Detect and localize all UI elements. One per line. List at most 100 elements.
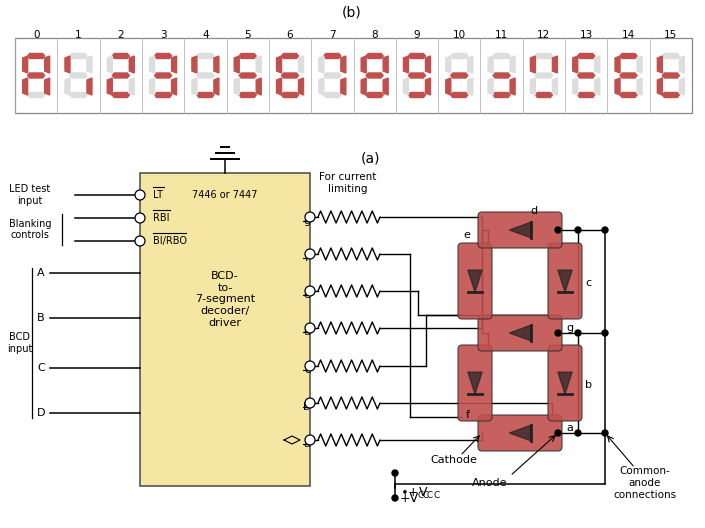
Text: Blanking
controls: Blanking controls [8,219,51,240]
Polygon shape [408,53,426,59]
Text: 14: 14 [622,30,635,40]
Polygon shape [572,78,577,95]
Circle shape [135,213,145,223]
Text: 1: 1 [75,30,82,40]
Text: CC: CC [417,491,429,499]
Circle shape [602,227,608,233]
Text: 15: 15 [664,30,678,40]
Circle shape [575,227,581,233]
Polygon shape [65,56,70,73]
Text: 3: 3 [160,30,166,40]
Polygon shape [70,92,87,98]
Text: LED test
input: LED test input [9,184,51,206]
Polygon shape [558,372,572,394]
Polygon shape [112,53,129,59]
Polygon shape [366,92,383,98]
Text: A: A [37,268,45,278]
Text: (b): (b) [342,5,362,19]
Text: Common-
anode
connections: Common- anode connections [613,466,677,499]
Text: e: e [463,230,470,240]
Polygon shape [662,92,680,98]
FancyBboxPatch shape [548,345,582,421]
Text: LT: LT [153,190,163,200]
Polygon shape [615,56,620,73]
Polygon shape [107,56,112,73]
Polygon shape [620,92,637,98]
Circle shape [575,330,581,336]
Polygon shape [197,53,214,59]
Text: 6: 6 [287,30,293,40]
Polygon shape [154,53,171,59]
Polygon shape [129,78,134,95]
Polygon shape [510,78,515,95]
Circle shape [575,430,581,436]
Polygon shape [662,73,680,78]
Polygon shape [509,425,531,441]
Polygon shape [197,92,214,98]
Polygon shape [577,73,595,78]
Text: B: B [37,313,45,323]
Polygon shape [341,78,346,95]
Polygon shape [450,73,468,78]
Text: 2: 2 [118,30,124,40]
Text: Anode: Anode [472,478,508,488]
Circle shape [555,227,561,233]
Text: b: b [303,402,310,412]
Circle shape [602,330,608,336]
Polygon shape [65,78,70,95]
Polygon shape [535,53,553,59]
Polygon shape [509,325,531,341]
Polygon shape [239,53,256,59]
Circle shape [305,286,315,296]
Text: d: d [303,327,311,337]
Text: g: g [566,323,573,333]
Polygon shape [637,56,642,73]
Circle shape [305,249,315,259]
Polygon shape [446,56,450,73]
Text: 0: 0 [33,30,39,40]
Polygon shape [577,53,595,59]
Text: 11: 11 [495,30,508,40]
Text: 13: 13 [580,30,593,40]
Polygon shape [553,78,558,95]
FancyBboxPatch shape [478,315,562,351]
Polygon shape [171,56,176,73]
Polygon shape [426,56,431,73]
Polygon shape [535,92,553,98]
Polygon shape [493,73,510,78]
Polygon shape [154,92,171,98]
Polygon shape [112,92,129,98]
Polygon shape [107,78,112,95]
Polygon shape [23,56,27,73]
Text: 8: 8 [372,30,378,40]
Polygon shape [214,56,219,73]
Polygon shape [468,372,482,394]
Polygon shape [657,56,662,73]
Polygon shape [509,222,531,238]
Polygon shape [403,78,408,95]
Circle shape [135,190,145,200]
Polygon shape [298,78,304,95]
Circle shape [305,323,315,333]
FancyBboxPatch shape [478,415,562,451]
Circle shape [135,236,145,246]
FancyBboxPatch shape [478,212,562,248]
Polygon shape [192,56,197,73]
Circle shape [305,212,315,222]
Text: Cathode: Cathode [430,455,477,465]
Circle shape [305,361,315,371]
Polygon shape [662,53,680,59]
Polygon shape [488,56,493,73]
Polygon shape [558,270,572,292]
Polygon shape [408,92,426,98]
Polygon shape [366,73,383,78]
Polygon shape [615,78,620,95]
Circle shape [555,330,561,336]
FancyBboxPatch shape [458,345,492,421]
Polygon shape [468,56,473,73]
Polygon shape [366,53,383,59]
Text: a: a [566,423,573,433]
Bar [15,38,692,113]
FancyBboxPatch shape [548,243,582,319]
Polygon shape [23,78,27,95]
